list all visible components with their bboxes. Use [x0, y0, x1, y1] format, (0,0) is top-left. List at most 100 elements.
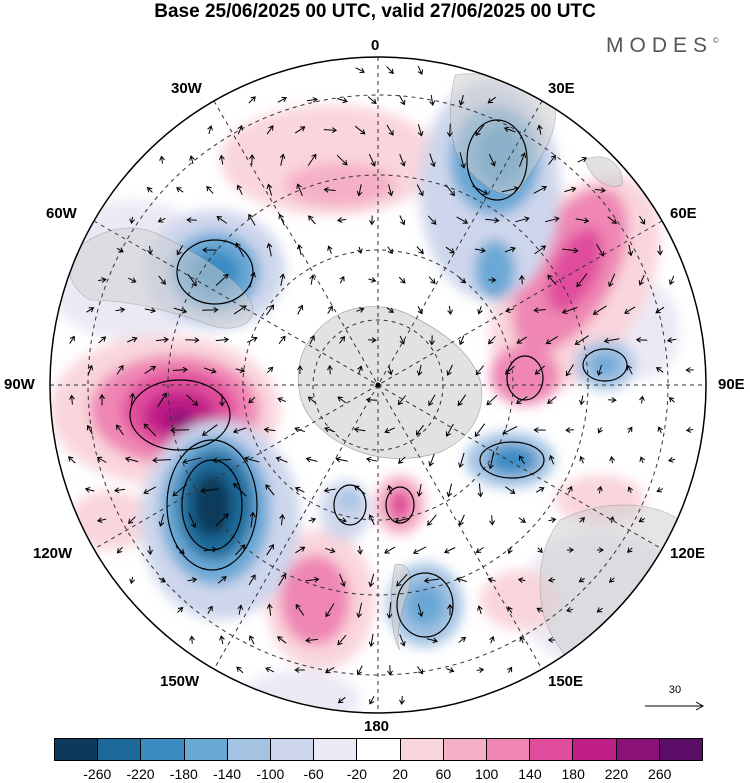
wind-arrow-icon	[324, 426, 336, 433]
wind-arrow-icon	[564, 186, 577, 193]
wind-arrow-icon	[355, 67, 366, 74]
wind-arrow-icon	[357, 365, 363, 374]
wind-arrow-icon	[594, 187, 606, 194]
wind-arrow-icon	[337, 396, 347, 404]
wind-arrow-icon	[206, 185, 214, 194]
wind-arrow-icon	[535, 487, 545, 493]
wind-arrow-icon	[608, 577, 615, 583]
wind-arrow-icon	[505, 307, 515, 313]
wind-arrow-icon	[354, 125, 366, 135]
wind-arrow-icon	[565, 364, 575, 377]
wind-arrow-icon	[447, 305, 453, 316]
colorbar-tick-label: 260	[648, 766, 672, 782]
wind-arrow-icon	[279, 153, 286, 166]
wind-arrow-icon	[533, 307, 546, 314]
wind-arrow-icon	[475, 124, 485, 136]
wind-arrow-icon	[357, 545, 363, 555]
wind-arrow-icon	[596, 607, 603, 613]
wind-arrow-icon	[336, 97, 348, 104]
wind-arrow-icon	[335, 456, 348, 463]
wind-arrow-icon	[534, 365, 545, 375]
wind-arrow-icon	[575, 217, 590, 224]
wind-arrow-icon	[415, 424, 424, 436]
wind-arrow-icon	[487, 96, 497, 104]
wind-arrow-icon	[204, 367, 217, 374]
colorbar-cell	[141, 739, 185, 760]
wind-arrow-icon	[365, 456, 378, 463]
wind-arrow-icon	[597, 427, 603, 434]
wind-arrow-icon	[416, 666, 424, 675]
lon-label-180: 180	[364, 718, 390, 735]
wind-arrow-icon	[294, 667, 305, 673]
wind-arrow-icon	[307, 153, 317, 166]
wind-arrow-icon	[337, 696, 346, 704]
wind-arrow-icon	[429, 153, 436, 168]
wind-arrow-icon	[609, 516, 615, 524]
wind-arrow-icon	[547, 396, 557, 404]
colorbar-tick-label: 100	[474, 766, 499, 782]
wind-arrow-icon	[668, 397, 675, 403]
wind-arrow-icon	[325, 603, 335, 618]
wind-arrow-icon	[477, 483, 484, 498]
wind-arrow-icon	[387, 484, 393, 495]
wind-arrow-icon	[278, 335, 286, 345]
wind-arrow-icon	[234, 544, 246, 556]
wind-arrow-icon	[445, 423, 454, 437]
wind-arrow-icon	[458, 335, 465, 346]
wind-arrow-icon	[324, 666, 335, 674]
wind-arrow-icon	[177, 606, 184, 613]
wind-arrow-icon	[200, 487, 219, 494]
wind-arrow-icon	[368, 153, 376, 167]
wind-arrow-icon	[423, 577, 440, 584]
wind-arrow-icon	[182, 457, 201, 465]
wind-arrow-icon	[325, 547, 336, 554]
wind-arrow-icon	[533, 185, 548, 194]
wind-arrow-icon	[87, 364, 94, 375]
wind-arrow-icon	[474, 247, 486, 254]
wind-arrow-icon	[626, 364, 633, 375]
wind-arrow-icon	[295, 546, 306, 554]
wind-arrow-icon	[219, 154, 225, 165]
colorbar-tick-label: -180	[169, 766, 198, 782]
wind-arrow-icon	[215, 513, 229, 527]
wind-arrow-icon	[458, 514, 465, 526]
colorbar-cell	[573, 739, 617, 760]
wind-arrow-icon	[503, 126, 516, 133]
wind-arrow-icon	[445, 184, 455, 197]
wind-arrow-icon	[266, 544, 274, 556]
wind-arrow-icon	[365, 396, 378, 403]
wind-arrow-icon	[369, 695, 375, 705]
wind-arrow-icon	[655, 367, 664, 373]
brand-name: MODES	[606, 34, 714, 57]
wind-arrow-icon	[266, 242, 273, 257]
wind-arrow-icon	[536, 124, 543, 135]
wind-arrow-icon	[447, 603, 453, 616]
wind-arrow-icon	[69, 335, 75, 344]
wind-arrow-icon	[265, 484, 275, 496]
wind-arrow-icon	[86, 424, 93, 435]
wind-arrow-icon	[147, 245, 153, 255]
wind-arrow-icon	[265, 667, 275, 673]
wind-arrow-icon	[456, 216, 469, 224]
colorbar-tick-label: -60	[303, 766, 324, 782]
wind-arrow-icon	[159, 155, 165, 164]
wind-vectors	[68, 65, 694, 705]
wind-arrow-icon	[533, 427, 546, 433]
wind-arrow-icon	[548, 154, 557, 165]
wind-arrow-icon	[127, 336, 138, 343]
wind-arrow-icon	[305, 456, 318, 463]
wind-arrow-icon	[327, 245, 333, 254]
wind-arrow-icon	[158, 577, 167, 583]
wind-arrow-icon	[639, 395, 645, 404]
wind-arrow-icon	[412, 546, 427, 555]
wind-arrow-icon	[635, 336, 648, 343]
wind-arrow-icon	[446, 483, 453, 498]
colorbar-cell	[400, 739, 444, 760]
wind-arrow-icon	[266, 304, 275, 316]
wind-arrow-icon	[173, 307, 188, 314]
wind-arrow-icon	[445, 246, 455, 254]
wind-arrow-icon	[477, 605, 483, 615]
wind-arrow-icon	[504, 246, 516, 253]
wind-arrow-icon	[627, 547, 633, 553]
wind-arrow-icon	[548, 517, 557, 523]
